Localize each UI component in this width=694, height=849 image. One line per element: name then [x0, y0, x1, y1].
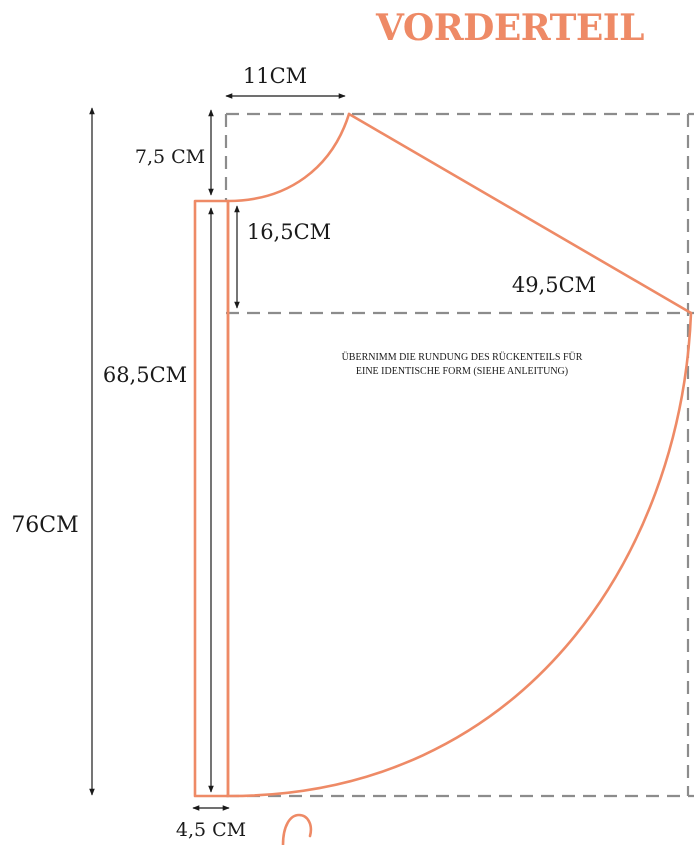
label-neck-depth: 7,5 CM: [135, 146, 205, 168]
pattern-title: VORDERTEIL: [376, 7, 644, 49]
label-chest-depth: 16,5CM: [247, 220, 331, 244]
guide-lines: [224, 112, 694, 798]
dimension-labels: 11CM 7,5 CM 16,5CM 49,5CM 68,5CM 76CM 4,…: [11, 64, 596, 841]
shoulder-line: [347, 112, 693, 315]
label-placket-width: 4,5 CM: [176, 819, 246, 841]
note-line-2: EINE IDENTISCHE FORM (SIEHE ANLEITUNG): [356, 366, 568, 377]
decorative-swirl: [281, 813, 313, 847]
instruction-note: ÜBERNIMM DIE RUNDUNG DES RÜCKENTEILS FÜR…: [342, 351, 583, 377]
label-total-length: 76CM: [11, 513, 78, 538]
pattern-outline: [193, 112, 693, 798]
dimension-lines: [89, 93, 346, 811]
hem-curve: [228, 311, 693, 798]
neckline-curve: [226, 112, 351, 203]
label-neck-width: 11CM: [243, 64, 307, 88]
label-half-width: 49,5CM: [512, 273, 596, 297]
note-line-1: ÜBERNIMM DIE RUNDUNG DES RÜCKENTEILS FÜR: [342, 351, 583, 363]
label-front-length: 68,5CM: [103, 363, 187, 387]
